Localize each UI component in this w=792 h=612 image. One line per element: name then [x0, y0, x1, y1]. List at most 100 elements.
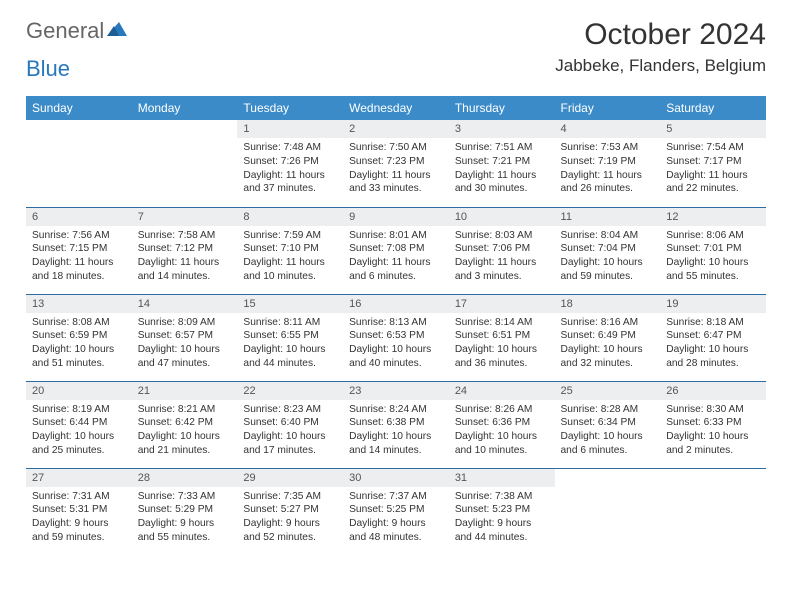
day-number: 20	[26, 382, 132, 400]
calendar-day-cell: 5Sunrise: 7:54 AMSunset: 7:17 PMDaylight…	[660, 120, 766, 207]
logo-mark-icon	[107, 18, 127, 44]
day-number: 9	[343, 208, 449, 226]
day-details: Sunrise: 8:01 AMSunset: 7:08 PMDaylight:…	[343, 226, 449, 288]
day-number: 23	[343, 382, 449, 400]
calendar-day-cell: 24Sunrise: 8:26 AMSunset: 6:36 PMDayligh…	[449, 381, 555, 468]
weekday-header: Friday	[555, 96, 661, 120]
calendar-day-cell: 11Sunrise: 8:04 AMSunset: 7:04 PMDayligh…	[555, 207, 661, 294]
calendar-day-cell: 9Sunrise: 8:01 AMSunset: 7:08 PMDaylight…	[343, 207, 449, 294]
day-number: 25	[555, 382, 661, 400]
month-title: October 2024	[555, 18, 766, 52]
day-details: Sunrise: 8:06 AMSunset: 7:01 PMDaylight:…	[660, 226, 766, 288]
day-number: 15	[237, 295, 343, 313]
calendar-day-cell: 16Sunrise: 8:13 AMSunset: 6:53 PMDayligh…	[343, 294, 449, 381]
day-number: 12	[660, 208, 766, 226]
day-details: Sunrise: 8:03 AMSunset: 7:06 PMDaylight:…	[449, 226, 555, 288]
calendar-day-cell	[26, 120, 132, 207]
day-number: 8	[237, 208, 343, 226]
day-details: Sunrise: 7:54 AMSunset: 7:17 PMDaylight:…	[660, 138, 766, 200]
calendar-day-cell	[132, 120, 238, 207]
calendar-day-cell: 28Sunrise: 7:33 AMSunset: 5:29 PMDayligh…	[132, 468, 238, 555]
weekday-header: Wednesday	[343, 96, 449, 120]
day-number	[132, 120, 238, 138]
day-details: Sunrise: 7:38 AMSunset: 5:23 PMDaylight:…	[449, 487, 555, 549]
calendar-table: Sunday Monday Tuesday Wednesday Thursday…	[26, 96, 766, 555]
weekday-header-row: Sunday Monday Tuesday Wednesday Thursday…	[26, 96, 766, 120]
day-details: Sunrise: 8:28 AMSunset: 6:34 PMDaylight:…	[555, 400, 661, 462]
day-number: 16	[343, 295, 449, 313]
calendar-day-cell: 13Sunrise: 8:08 AMSunset: 6:59 PMDayligh…	[26, 294, 132, 381]
day-details: Sunrise: 8:19 AMSunset: 6:44 PMDaylight:…	[26, 400, 132, 462]
day-number: 1	[237, 120, 343, 138]
day-number: 21	[132, 382, 238, 400]
calendar-day-cell: 18Sunrise: 8:16 AMSunset: 6:49 PMDayligh…	[555, 294, 661, 381]
calendar-day-cell: 26Sunrise: 8:30 AMSunset: 6:33 PMDayligh…	[660, 381, 766, 468]
day-number: 18	[555, 295, 661, 313]
day-details: Sunrise: 7:37 AMSunset: 5:25 PMDaylight:…	[343, 487, 449, 549]
calendar-day-cell: 4Sunrise: 7:53 AMSunset: 7:19 PMDaylight…	[555, 120, 661, 207]
weekday-header: Saturday	[660, 96, 766, 120]
logo: General	[26, 18, 127, 44]
day-details: Sunrise: 8:24 AMSunset: 6:38 PMDaylight:…	[343, 400, 449, 462]
calendar-week-row: 20Sunrise: 8:19 AMSunset: 6:44 PMDayligh…	[26, 381, 766, 468]
calendar-day-cell: 29Sunrise: 7:35 AMSunset: 5:27 PMDayligh…	[237, 468, 343, 555]
day-number: 24	[449, 382, 555, 400]
day-number: 2	[343, 120, 449, 138]
calendar-day-cell: 23Sunrise: 8:24 AMSunset: 6:38 PMDayligh…	[343, 381, 449, 468]
day-number: 7	[132, 208, 238, 226]
day-number: 13	[26, 295, 132, 313]
calendar-day-cell: 21Sunrise: 8:21 AMSunset: 6:42 PMDayligh…	[132, 381, 238, 468]
calendar-day-cell: 22Sunrise: 8:23 AMSunset: 6:40 PMDayligh…	[237, 381, 343, 468]
calendar-day-cell: 25Sunrise: 8:28 AMSunset: 6:34 PMDayligh…	[555, 381, 661, 468]
day-number: 19	[660, 295, 766, 313]
calendar-week-row: 6Sunrise: 7:56 AMSunset: 7:15 PMDaylight…	[26, 207, 766, 294]
day-number: 4	[555, 120, 661, 138]
day-details: Sunrise: 8:21 AMSunset: 6:42 PMDaylight:…	[132, 400, 238, 462]
weekday-header: Thursday	[449, 96, 555, 120]
day-number: 6	[26, 208, 132, 226]
day-details: Sunrise: 8:16 AMSunset: 6:49 PMDaylight:…	[555, 313, 661, 375]
day-details: Sunrise: 7:50 AMSunset: 7:23 PMDaylight:…	[343, 138, 449, 200]
day-details: Sunrise: 8:14 AMSunset: 6:51 PMDaylight:…	[449, 313, 555, 375]
day-details: Sunrise: 7:33 AMSunset: 5:29 PMDaylight:…	[132, 487, 238, 549]
day-details: Sunrise: 8:04 AMSunset: 7:04 PMDaylight:…	[555, 226, 661, 288]
calendar-week-row: 1Sunrise: 7:48 AMSunset: 7:26 PMDaylight…	[26, 120, 766, 207]
calendar-day-cell: 15Sunrise: 8:11 AMSunset: 6:55 PMDayligh…	[237, 294, 343, 381]
day-details: Sunrise: 8:08 AMSunset: 6:59 PMDaylight:…	[26, 313, 132, 375]
calendar-day-cell: 8Sunrise: 7:59 AMSunset: 7:10 PMDaylight…	[237, 207, 343, 294]
day-number: 17	[449, 295, 555, 313]
day-details: Sunrise: 8:11 AMSunset: 6:55 PMDaylight:…	[237, 313, 343, 375]
day-details: Sunrise: 7:53 AMSunset: 7:19 PMDaylight:…	[555, 138, 661, 200]
logo-text-gray: General	[26, 18, 104, 44]
day-number	[555, 469, 661, 487]
weekday-header: Monday	[132, 96, 238, 120]
calendar-day-cell: 20Sunrise: 8:19 AMSunset: 6:44 PMDayligh…	[26, 381, 132, 468]
day-details: Sunrise: 8:23 AMSunset: 6:40 PMDaylight:…	[237, 400, 343, 462]
calendar-day-cell: 19Sunrise: 8:18 AMSunset: 6:47 PMDayligh…	[660, 294, 766, 381]
day-details: Sunrise: 8:09 AMSunset: 6:57 PMDaylight:…	[132, 313, 238, 375]
calendar-day-cell: 30Sunrise: 7:37 AMSunset: 5:25 PMDayligh…	[343, 468, 449, 555]
calendar-day-cell: 6Sunrise: 7:56 AMSunset: 7:15 PMDaylight…	[26, 207, 132, 294]
calendar-day-cell: 31Sunrise: 7:38 AMSunset: 5:23 PMDayligh…	[449, 468, 555, 555]
calendar-day-cell: 2Sunrise: 7:50 AMSunset: 7:23 PMDaylight…	[343, 120, 449, 207]
calendar-day-cell: 7Sunrise: 7:58 AMSunset: 7:12 PMDaylight…	[132, 207, 238, 294]
calendar-day-cell: 14Sunrise: 8:09 AMSunset: 6:57 PMDayligh…	[132, 294, 238, 381]
calendar-day-cell	[660, 468, 766, 555]
day-details: Sunrise: 8:26 AMSunset: 6:36 PMDaylight:…	[449, 400, 555, 462]
day-details: Sunrise: 8:18 AMSunset: 6:47 PMDaylight:…	[660, 313, 766, 375]
title-block: October 2024 Jabbeke, Flanders, Belgium	[555, 18, 766, 76]
calendar-week-row: 13Sunrise: 8:08 AMSunset: 6:59 PMDayligh…	[26, 294, 766, 381]
logo-text-blue: Blue	[26, 56, 70, 81]
day-details: Sunrise: 7:59 AMSunset: 7:10 PMDaylight:…	[237, 226, 343, 288]
day-number: 11	[555, 208, 661, 226]
calendar-day-cell: 12Sunrise: 8:06 AMSunset: 7:01 PMDayligh…	[660, 207, 766, 294]
day-number	[660, 469, 766, 487]
day-details: Sunrise: 7:56 AMSunset: 7:15 PMDaylight:…	[26, 226, 132, 288]
day-details: Sunrise: 7:58 AMSunset: 7:12 PMDaylight:…	[132, 226, 238, 288]
calendar-day-cell: 17Sunrise: 8:14 AMSunset: 6:51 PMDayligh…	[449, 294, 555, 381]
day-number: 22	[237, 382, 343, 400]
calendar-day-cell: 3Sunrise: 7:51 AMSunset: 7:21 PMDaylight…	[449, 120, 555, 207]
location: Jabbeke, Flanders, Belgium	[555, 56, 766, 76]
day-number: 29	[237, 469, 343, 487]
day-number: 30	[343, 469, 449, 487]
